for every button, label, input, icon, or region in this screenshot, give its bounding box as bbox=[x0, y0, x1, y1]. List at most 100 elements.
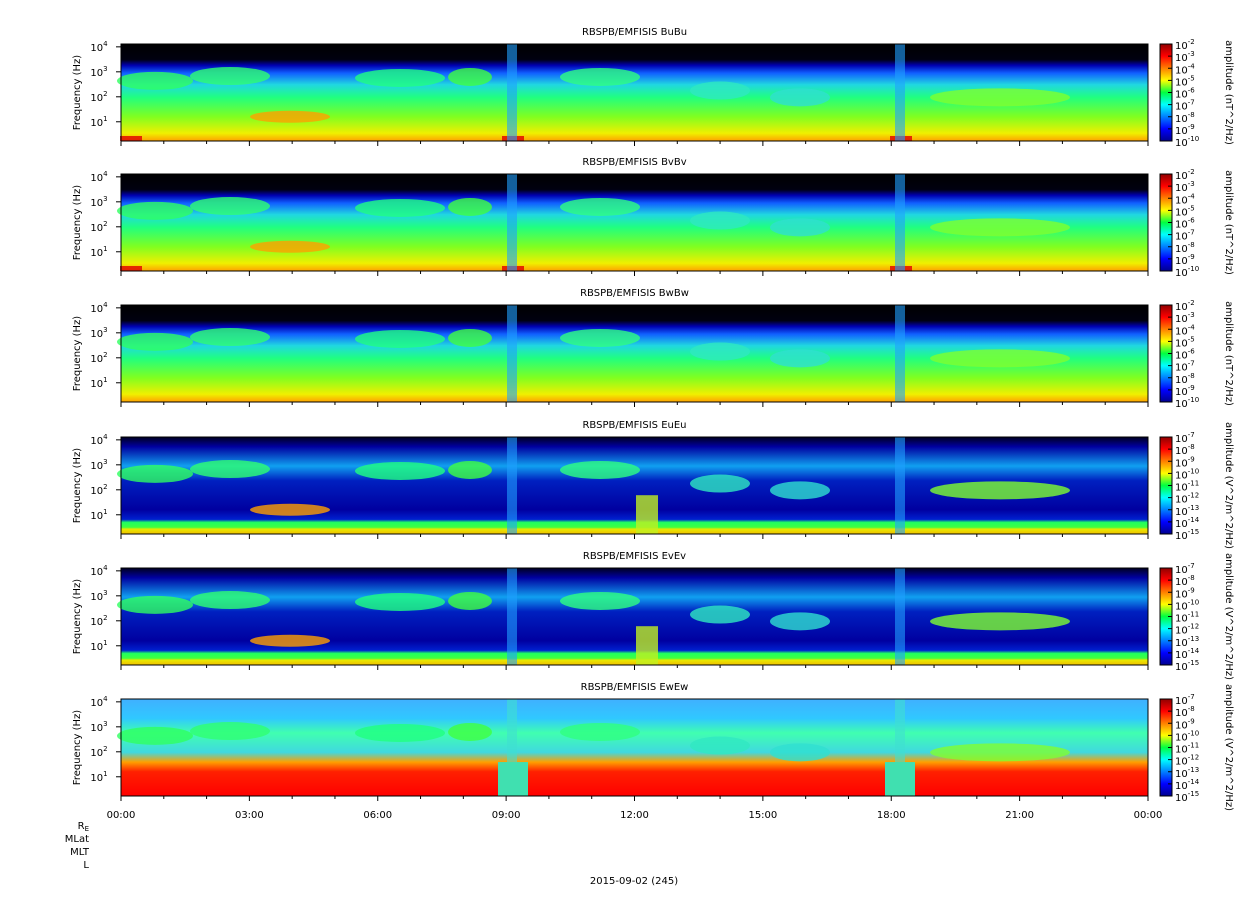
colorbar-label: amplitude (nT^2/Hz) bbox=[1223, 170, 1234, 275]
spectrogram-feature bbox=[930, 349, 1070, 368]
y-tick-label: 104 bbox=[90, 301, 108, 315]
colorbar-tick-label: 10-12 bbox=[1175, 623, 1199, 637]
y-tick-label: 104 bbox=[90, 170, 108, 184]
spectrogram-feature bbox=[690, 474, 750, 493]
spectrogram-feature bbox=[895, 44, 905, 141]
y-tick-label: 104 bbox=[90, 40, 108, 54]
colorbar-tick-label: 10-8 bbox=[1175, 372, 1195, 386]
y-tick-label: 101 bbox=[90, 639, 107, 653]
ephemeris-row-label: RE bbox=[78, 821, 89, 833]
colorbar-tick-label: 10-3 bbox=[1175, 180, 1195, 194]
ephemeris-row-label: MLat bbox=[65, 834, 89, 845]
panel-title: RBSPB/EMFISIS EuEu bbox=[582, 420, 686, 431]
spectrogram-feature bbox=[507, 437, 517, 534]
y-tick-label: 101 bbox=[90, 376, 107, 390]
y-tick-label: 103 bbox=[90, 458, 107, 472]
colorbar-tick-label: 10-8 bbox=[1175, 443, 1195, 457]
colorbar-tick-label: 10-2 bbox=[1175, 168, 1195, 182]
panel-title: RBSPB/EMFISIS BwBw bbox=[580, 288, 689, 299]
spectrogram-feature bbox=[250, 634, 330, 647]
spectrogram-feature bbox=[250, 503, 330, 516]
colorbar-tick-label: 10-15 bbox=[1175, 790, 1199, 804]
panel-title: RBSPB/EMFISIS EwEw bbox=[581, 682, 689, 693]
spectrogram-feature bbox=[448, 328, 492, 347]
colorbar-tick-label: 10-10 bbox=[1175, 729, 1199, 743]
colorbar-tick-label: 10-10 bbox=[1175, 396, 1199, 410]
colorbar-tick-label: 10-15 bbox=[1175, 528, 1199, 542]
spectrogram-feature bbox=[770, 88, 830, 107]
colorbar-tick-label: 10-9 bbox=[1175, 586, 1195, 600]
y-axis-label: Frequency (Hz) bbox=[72, 55, 83, 131]
colorbar-tick-label: 10-4 bbox=[1175, 192, 1195, 206]
colorbar-tick-label: 10-9 bbox=[1175, 455, 1195, 469]
spectrogram bbox=[117, 174, 1148, 271]
colorbar-tick-label: 10-8 bbox=[1175, 705, 1195, 719]
colorbar-tick-label: 10-7 bbox=[1175, 431, 1195, 445]
colorbar-tick-label: 10-6 bbox=[1175, 217, 1195, 231]
colorbar-tick-label: 10-10 bbox=[1175, 598, 1199, 612]
colorbar-tick-label: 10-5 bbox=[1175, 74, 1195, 88]
spectrogram-feature bbox=[507, 568, 517, 665]
spectrogram-feature bbox=[560, 328, 640, 347]
spectrogram-feature bbox=[690, 605, 750, 624]
spectrogram-feature bbox=[117, 201, 193, 220]
spectrogram-feature bbox=[507, 44, 517, 141]
colorbar-tick-label: 10-11 bbox=[1175, 742, 1199, 756]
colorbar-label: amplitude (V^2/m^2/Hz) bbox=[1223, 684, 1234, 811]
spectrogram-feature bbox=[120, 136, 142, 141]
y-tick-label: 102 bbox=[90, 614, 107, 628]
y-tick-label: 104 bbox=[90, 564, 108, 578]
spectrogram-feature bbox=[355, 198, 445, 217]
x-tick-label: 18:00 bbox=[877, 810, 906, 821]
colorbar-tick-label: 10-5 bbox=[1175, 204, 1195, 218]
spectrogram-feature bbox=[770, 349, 830, 368]
y-tick-label: 104 bbox=[90, 695, 108, 709]
y-tick-label: 103 bbox=[90, 720, 107, 734]
spectrogram-feature bbox=[507, 305, 517, 402]
y-axis-label: Frequency (Hz) bbox=[72, 448, 83, 524]
spectrogram-feature bbox=[448, 460, 492, 479]
spectrogram-feature bbox=[770, 218, 830, 237]
colorbar-tick-label: 10-11 bbox=[1175, 611, 1199, 625]
y-tick-label: 103 bbox=[90, 195, 107, 209]
x-tick-label: 09:00 bbox=[492, 810, 521, 821]
spectrogram-feature bbox=[895, 437, 905, 534]
colorbar-tick-label: 10-9 bbox=[1175, 253, 1195, 267]
colorbar-tick-label: 10-10 bbox=[1175, 265, 1199, 279]
spectrogram bbox=[117, 437, 1148, 534]
y-tick-label: 102 bbox=[90, 220, 107, 234]
colorbar-tick-label: 10-14 bbox=[1175, 516, 1200, 530]
spectrogram bbox=[117, 305, 1148, 402]
spectrogram-feature bbox=[507, 699, 517, 796]
spectrogram bbox=[117, 568, 1148, 665]
spectrogram-feature bbox=[770, 481, 830, 500]
y-tick-label: 104 bbox=[90, 433, 108, 447]
y-axis-label: Frequency (Hz) bbox=[72, 185, 83, 261]
spectrogram-feature bbox=[448, 67, 492, 86]
colorbar-tick-label: 10-7 bbox=[1175, 99, 1195, 113]
colorbar-tick-label: 10-13 bbox=[1175, 766, 1199, 780]
spectrogram-feature bbox=[448, 197, 492, 216]
y-axis-label: Frequency (Hz) bbox=[72, 579, 83, 655]
colorbar-tick-label: 10-13 bbox=[1175, 504, 1199, 518]
spectrogram-feature bbox=[448, 591, 492, 610]
spectrogram-feature bbox=[190, 328, 270, 347]
panel-title: RBSPB/EMFISIS BvBv bbox=[582, 157, 686, 168]
spectrogram-feature bbox=[117, 726, 193, 745]
spectrogram-feature bbox=[190, 722, 270, 741]
spectrogram-feature bbox=[190, 591, 270, 610]
spectrogram-feature bbox=[355, 592, 445, 611]
colorbar-tick-label: 10-12 bbox=[1175, 754, 1199, 768]
spectrogram-feature bbox=[190, 460, 270, 479]
spectrogram-feature bbox=[930, 481, 1070, 500]
spectrogram-feature bbox=[355, 68, 445, 87]
colorbar-tick-label: 10-9 bbox=[1175, 384, 1195, 398]
spectrogram-feature bbox=[636, 626, 658, 665]
x-tick-label: 00:00 bbox=[1134, 810, 1163, 821]
colorbar-tick-label: 10-14 bbox=[1175, 778, 1200, 792]
colorbar-tick-label: 10-6 bbox=[1175, 87, 1195, 101]
spectrogram-feature bbox=[930, 612, 1070, 631]
spectrogram-feature bbox=[690, 211, 750, 230]
y-tick-label: 101 bbox=[90, 508, 107, 522]
